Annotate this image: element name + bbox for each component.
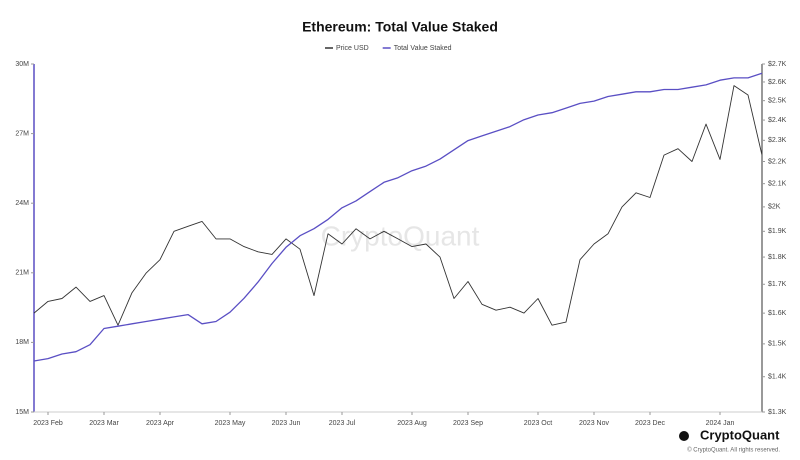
y2-tick-label: $2.1K <box>768 181 787 188</box>
x-tick-label: 2023 Dec <box>635 420 665 427</box>
x-tick-label: 2024 Jan <box>706 420 735 427</box>
x-tick-label: 2023 Jul <box>329 420 356 427</box>
y2-tick-label: $1.8K <box>768 254 787 261</box>
footer-logo: CryptoQuant <box>700 427 780 442</box>
x-tick-label: 2023 Oct <box>524 420 552 427</box>
legend-label: Total Value Staked <box>394 45 452 52</box>
x-tick-label: 2023 Sep <box>453 420 483 427</box>
y2-tick-label: $2.2K <box>768 158 787 165</box>
series-line <box>33 85 763 326</box>
footer-copyright: © CryptoQuant. All rights reserved. <box>687 447 780 454</box>
y2-tick-label: $2.6K <box>768 79 787 86</box>
y-tick-label: 30M <box>15 61 29 68</box>
y2-tick-label: $1.7K <box>768 281 787 288</box>
y-tick-label: 15M <box>15 409 29 416</box>
x-tick-label: 2023 Jun <box>272 420 301 427</box>
y2-tick-label: $2.7K <box>768 61 787 68</box>
y2-tick-label: $2.3K <box>768 137 787 144</box>
x-tick-label: 2023 May <box>215 420 246 427</box>
x-tick-label: 2023 Feb <box>33 420 63 427</box>
y2-tick-label: $1.5K <box>768 341 787 348</box>
y2-tick-label: $2K <box>768 204 781 211</box>
y2-tick-label: $1.9K <box>768 228 787 235</box>
y2-tick-label: $2.5K <box>768 97 787 104</box>
x-tick-label: 2023 Mar <box>89 420 119 427</box>
y-tick-label: 27M <box>15 130 29 137</box>
series-line <box>33 72 763 362</box>
x-tick-label: 2023 Nov <box>579 420 609 427</box>
logo-icon <box>679 431 689 441</box>
y-tick-label: 18M <box>15 339 29 346</box>
y-tick-label: 24M <box>15 200 29 207</box>
y2-tick-label: $1.6K <box>768 310 787 317</box>
chart-title: Ethereum: Total Value Staked <box>302 19 498 35</box>
watermark: CryptoQuant <box>321 220 480 251</box>
legend-label: Price USD <box>336 45 369 52</box>
y2-tick-label: $1.4K <box>768 374 787 381</box>
y2-tick-label: $2.4K <box>768 117 787 124</box>
x-tick-label: 2023 Apr <box>146 420 175 427</box>
x-tick-label: 2023 Aug <box>397 420 427 427</box>
y-tick-label: 21M <box>15 270 29 277</box>
y2-tick-label: $1.3K <box>768 409 787 416</box>
